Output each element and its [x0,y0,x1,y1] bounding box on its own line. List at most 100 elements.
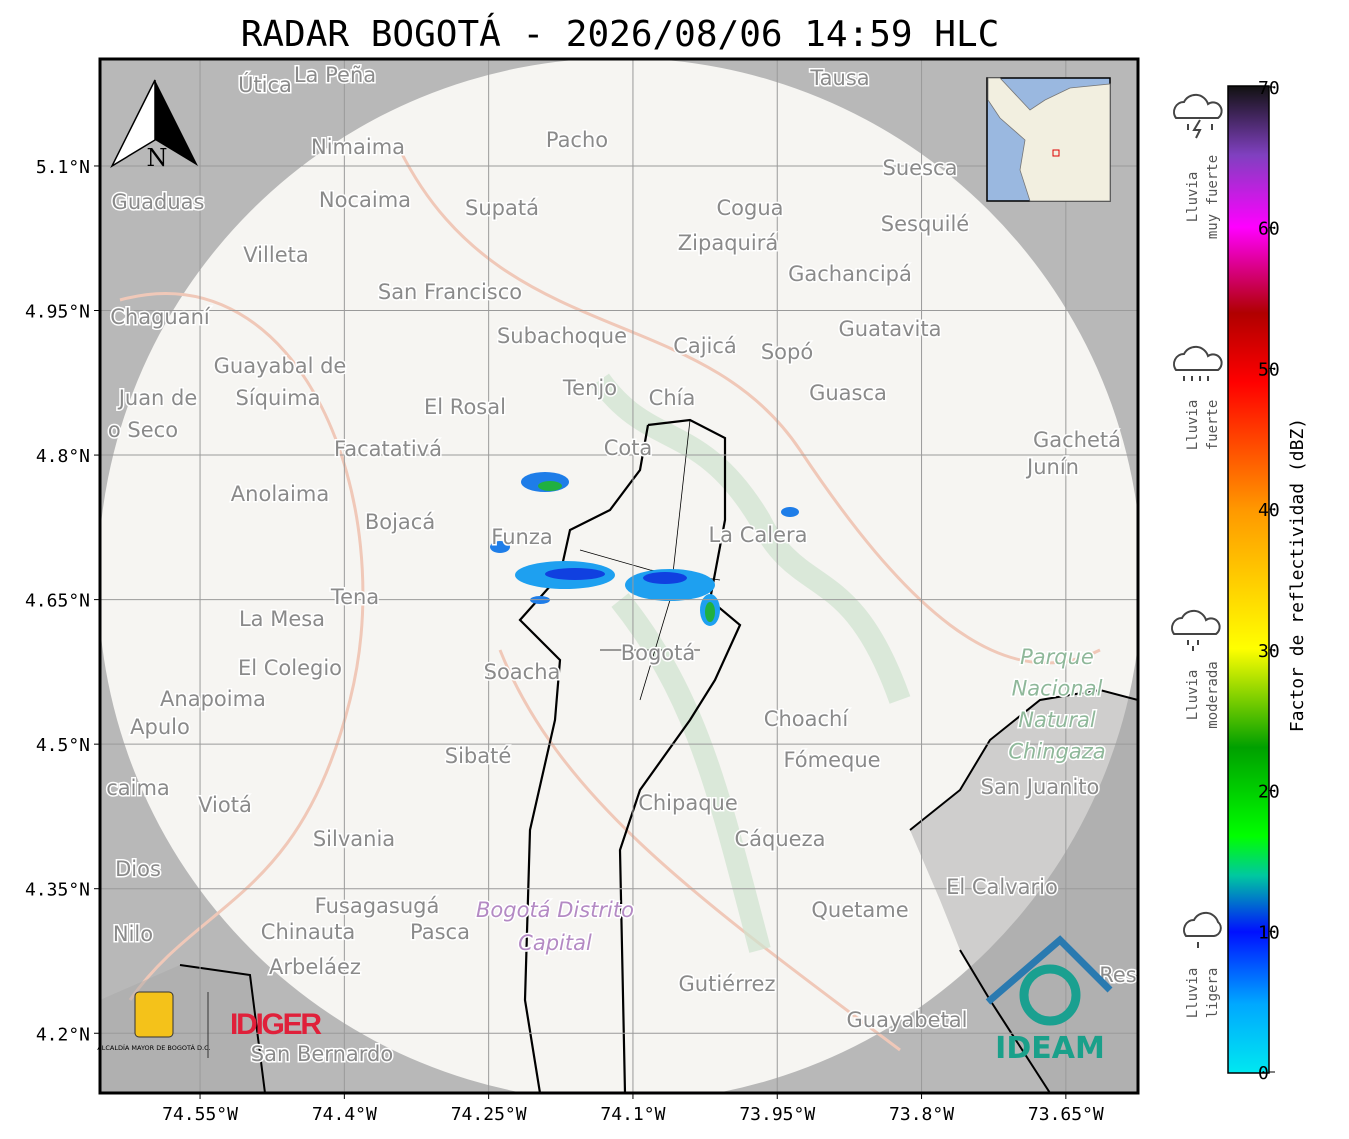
place-label: Guasca [809,381,887,405]
y-tick-label: 5.1°N [36,157,90,178]
place-label: Gutiérrez [679,972,776,996]
place-label: Viotá [198,793,252,817]
x-tick-label: 73.8°W [889,1104,954,1125]
place-label: Arbeláez [269,955,361,979]
roads [119,149,1101,1052]
logo-ideam: IDEAM [985,935,1113,1066]
map-frame [98,57,1140,1095]
ideam-swirl [1019,964,1081,1026]
place-label: Anolaima [231,482,329,506]
rain-category-label: moderada [1205,661,1221,728]
place-label: Tena [330,585,379,609]
place-label: Chinauta [261,920,355,944]
idiger-logo: IDIGER [230,1008,322,1041]
place-label: Villeta [243,243,308,267]
place-label: Nilo [113,922,153,946]
title: RADAR BOGOTÁ - 2026/08/06 14:59 HLC [241,13,1000,55]
place-label: Tausa [809,66,869,90]
cloud-icon [1173,93,1223,119]
arrow-right [155,80,198,166]
place-label: Apulo [130,715,190,739]
place-label: Facatativá [334,437,442,461]
place-label: El Rosal [424,395,506,419]
place-label: Fusagasugá [315,894,440,918]
place-label: Suesca [883,156,958,180]
place-label: Anapoima [160,687,266,711]
place-label: La Mesa [239,607,325,631]
place-label: Supatá [465,196,539,220]
place-label: Chipaque [638,791,738,815]
place-label: Zipaquirá [678,231,778,255]
colorbar-tick-label: 0 [1258,1063,1269,1084]
district-label: Bogotá Distrito [476,898,634,922]
place-label: Subachoque [497,324,627,348]
echo [643,572,687,584]
park-label: Nacional [1012,677,1103,701]
echo [490,541,510,553]
place-label: Cota [604,436,653,460]
alcaldia-text: ALCALDÍA MAYOR DE BOGOTÁ D.C. [97,1043,210,1052]
place-label: Guayabal de [214,354,347,378]
park-label: Natural [1018,708,1096,732]
x-tick-label: 74.25°W [451,1104,527,1125]
colorbar-tick-label: 50 [1258,359,1280,380]
place-label: Gachancipá [788,262,912,286]
colorbar-tick-label: 20 [1258,782,1280,803]
place-label: Dios [115,857,161,881]
echo [545,568,605,580]
place-label: Gachetá [1033,428,1121,452]
radar-echoes [490,472,799,626]
place-label: El Colegio [238,656,342,680]
place-label: San Francisco [378,280,522,304]
place-label: Cajicá [673,334,737,358]
inset-map [986,77,1111,202]
place-label: Guaduas [112,190,205,214]
crest [134,991,174,1038]
park-label: Parque [1020,645,1094,669]
cloud-icon [1173,345,1223,371]
place-label: o Seco [108,418,178,442]
place-label: Pacho [546,128,608,152]
place-label: Choachí [764,707,850,731]
y-tick-label: 4.2°N [36,1024,90,1045]
district-label: Capital [518,931,592,955]
x-tick-label: 74.4°W [312,1104,377,1125]
place-label: Chía [649,386,696,410]
echo [538,481,562,491]
place-label: Quetame [811,898,908,922]
park-label: Chingaza [1008,740,1105,764]
place-label: La Calera [708,523,807,547]
place-label: San Juanito [981,775,1100,799]
colorbar-tick-label: 60 [1258,219,1280,240]
place-label: Junín [1025,455,1079,479]
colorbar-tick-label: 10 [1258,922,1280,943]
y-tick-label: 4.5°N [36,735,90,756]
inset-land [987,77,1111,202]
rain-category-label: Lluvia [1185,400,1201,451]
place-label: Sesquilé [881,212,969,236]
cloud-icon [1171,609,1221,635]
echo [705,602,715,622]
x-tick-label: 74.55°W [162,1104,238,1125]
place-labels: Útica La Peña Tausa Pacho Nimaima Suesca Guadu… [105,62,1139,1068]
inset-location [1052,149,1060,157]
colorbar-label: Factor de reflectividad (dBZ) [1287,418,1308,732]
map [100,59,1138,1093]
place-label: Nocaima [319,188,411,212]
colorbar-tick-label: 40 [1258,500,1280,521]
place-label: Sibaté [445,744,512,768]
rain-drops [1183,119,1213,948]
rain-category-label: Lluvia [1185,968,1201,1019]
colorbar-scale [1227,85,1270,1074]
echo [781,507,799,517]
place-label: Chaguaní [110,305,211,329]
colorbar-tick-label: 70 [1258,78,1280,99]
outside-region [910,690,1138,1093]
place-label: Bogotá [621,641,696,665]
place-label: Tenjo [562,376,617,400]
place-label: Guayabetal [847,1008,968,1032]
place-label: Guatavita [839,317,942,341]
place-label: caima [106,776,170,800]
